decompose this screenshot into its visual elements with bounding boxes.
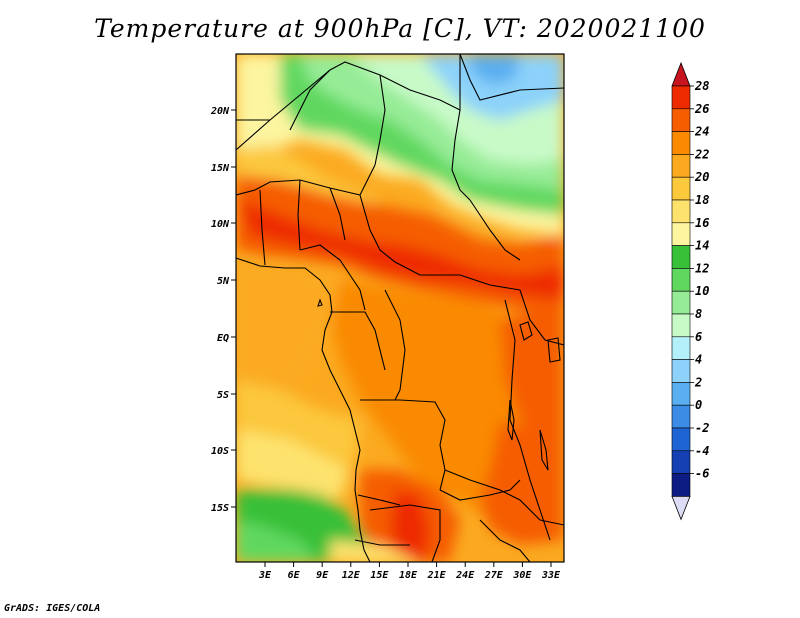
- colorbar-label: 6: [695, 330, 702, 344]
- colorbar-label: 0: [695, 398, 702, 412]
- colorbar-swatch: [671, 313, 691, 338]
- lat-label: 15N: [211, 163, 230, 174]
- colorbar-label: 4: [695, 353, 702, 367]
- colorbar-label: -4: [695, 444, 709, 458]
- colorbar-label: -6: [695, 467, 709, 481]
- colorbar-label: 22: [694, 147, 709, 161]
- colorbar-swatch: [671, 108, 691, 132]
- colorbar-swatch: [671, 450, 691, 474]
- colorbar-swatch: [671, 245, 691, 269]
- colorbar-label: 16: [695, 216, 709, 230]
- colorbar-label: 28: [694, 79, 709, 93]
- colorbar-swatch: [671, 131, 691, 155]
- lat-label: 10N: [211, 219, 230, 230]
- lon-label: 3E: [258, 570, 272, 581]
- country-boundaries: [236, 54, 564, 562]
- footer-credit: GrADS: IGES/COLA: [4, 603, 101, 614]
- lon-label: 30E: [512, 570, 532, 581]
- colorbar-swatch: [671, 382, 691, 406]
- lon-label: 9E: [316, 570, 329, 581]
- lon-label: 21E: [427, 570, 447, 581]
- lon-label: 33E: [541, 570, 561, 581]
- lat-label: 10S: [211, 446, 229, 457]
- colorbar-label: -2: [695, 421, 709, 435]
- colorbar-label: 24: [694, 125, 709, 139]
- lat-label: EQ: [217, 333, 229, 344]
- map-frame: [235, 53, 565, 563]
- lon-label: 24E: [455, 570, 475, 581]
- colorbar-label: 18: [695, 193, 709, 207]
- colorbar-swatch: [671, 290, 691, 315]
- colorbar-swatch: [671, 473, 691, 497]
- map-title: Temperature at 900hPa [C], VT: 202002110…: [94, 14, 706, 43]
- lat-label: 20N: [210, 106, 230, 117]
- lat-label: 5S: [217, 390, 229, 401]
- latitude-axis: 20N 15N 10N 5N EQ 5S 10S 15S: [210, 106, 236, 514]
- colorbar-swatch: [671, 427, 691, 452]
- colorbar-swatch: [671, 336, 691, 360]
- temperature-field: [236, 54, 564, 562]
- lon-label: 6E: [288, 570, 301, 581]
- lon-label: 18E: [399, 570, 418, 581]
- colorbar-swatch: [671, 268, 691, 292]
- colorbar-label: 10: [695, 284, 709, 298]
- lon-label: 12E: [342, 570, 361, 581]
- colorbar-swatch: [671, 154, 691, 178]
- colorbar-swatch: [671, 404, 691, 429]
- colorbar-swatch: [671, 222, 691, 246]
- colorbar-swatch: [671, 85, 691, 110]
- colorbar-swatch: [671, 359, 691, 383]
- lat-label: 15S: [211, 503, 229, 514]
- lon-label: 27E: [484, 570, 504, 581]
- lat-label: 5N: [217, 276, 230, 287]
- colorbar-bottom-arrow: [671, 496, 691, 521]
- colorbar-label: 12: [695, 261, 709, 275]
- colorbar-label: 14: [695, 239, 709, 253]
- colorbar-swatch: [671, 199, 691, 224]
- colorbar-label: 26: [694, 102, 709, 116]
- longitude-axis: 3E 6E 9E 12E 15E 18E 21E 24E 27E 30E 33E: [258, 562, 561, 581]
- colorbar-label: 8: [695, 307, 702, 321]
- lon-label: 15E: [370, 570, 389, 581]
- colorbar-label: 2: [694, 375, 702, 389]
- colorbar-label: 20: [694, 170, 709, 184]
- colorbar-top-arrow: [671, 61, 691, 87]
- colorbar-swatch: [671, 176, 691, 201]
